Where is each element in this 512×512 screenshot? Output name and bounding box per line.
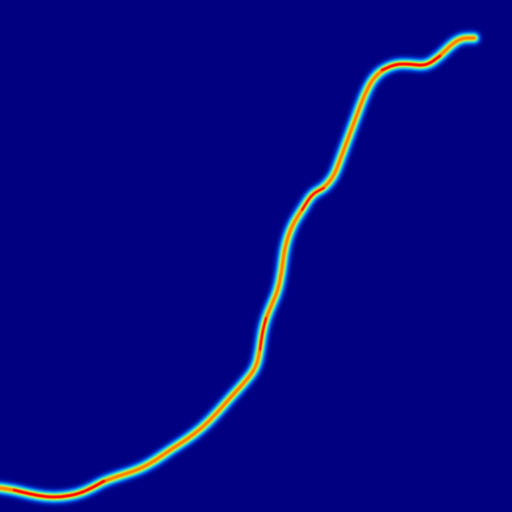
ridge-core-segment-bottom: [12, 479, 106, 499]
ridge-core-segment-top: [380, 54, 442, 72]
ridge-core-segment-low: [259, 317, 267, 351]
ridge-core-segment-mid: [301, 187, 325, 211]
heat-ridge: [0, 31, 481, 504]
